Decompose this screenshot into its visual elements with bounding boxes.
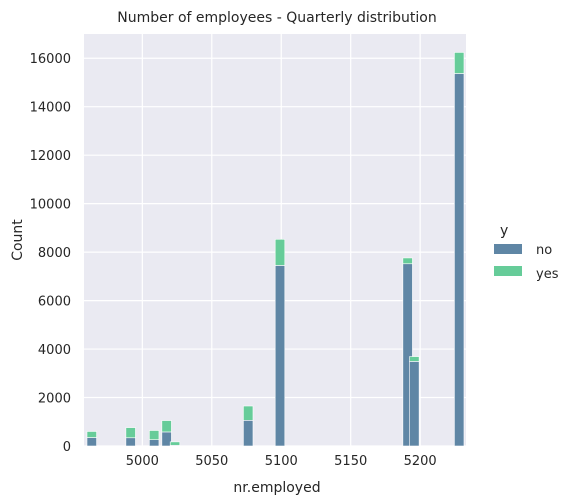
- x-axis-label: nr.employed: [233, 480, 320, 496]
- bar-no: [149, 439, 160, 447]
- bar-no: [274, 265, 286, 447]
- bars: [86, 52, 465, 447]
- legend-swatch-yes: [494, 266, 522, 276]
- bar-no: [125, 437, 136, 447]
- bar-no: [454, 73, 465, 447]
- bar-yes: [454, 52, 465, 74]
- y-tick-label: 6000: [38, 295, 71, 310]
- y-tick-label: 12000: [30, 149, 71, 164]
- legend-title: y: [500, 223, 508, 239]
- bar-no: [86, 437, 97, 447]
- bar-yes: [86, 431, 97, 438]
- legend-label-yes: yes: [536, 267, 559, 282]
- legend-label-no: no: [536, 243, 552, 258]
- y-tick-label: 10000: [30, 198, 71, 213]
- bar-no: [243, 420, 254, 447]
- y-tick-label: 16000: [30, 52, 71, 67]
- bar-yes: [243, 405, 254, 421]
- y-tick-label: 4000: [38, 343, 71, 358]
- x-tick-label: 5150: [334, 454, 367, 469]
- bar-yes: [402, 257, 413, 265]
- y-tick-label: 2000: [38, 392, 71, 407]
- bar-yes: [149, 430, 160, 440]
- x-tick-label: 5200: [404, 454, 437, 469]
- y-tick-label: 8000: [38, 246, 71, 261]
- x-tick-label: 5000: [126, 454, 159, 469]
- bar-yes: [409, 356, 420, 362]
- y-tick-labels: 0 2000 4000 6000 8000 10000 12000 14000 16000: [30, 52, 71, 455]
- bar-yes: [169, 441, 181, 446]
- y-tick-label: 0: [63, 440, 71, 455]
- y-tick-label: 14000: [30, 101, 71, 116]
- chart-title: Number of employees - Quarterly distribu…: [117, 10, 436, 26]
- legend-swatch-no: [494, 244, 522, 254]
- y-axis-label: Count: [10, 219, 26, 261]
- legend: y no yes: [494, 223, 559, 282]
- x-tick-label: 5100: [265, 454, 298, 469]
- x-tick-label: 5050: [195, 454, 228, 469]
- bar-yes: [274, 238, 286, 266]
- bar-yes: [161, 420, 172, 433]
- bar-yes: [125, 427, 136, 439]
- x-tick-labels: 5000 5050 5100 5150 5200: [126, 454, 437, 469]
- bar-no: [409, 361, 420, 447]
